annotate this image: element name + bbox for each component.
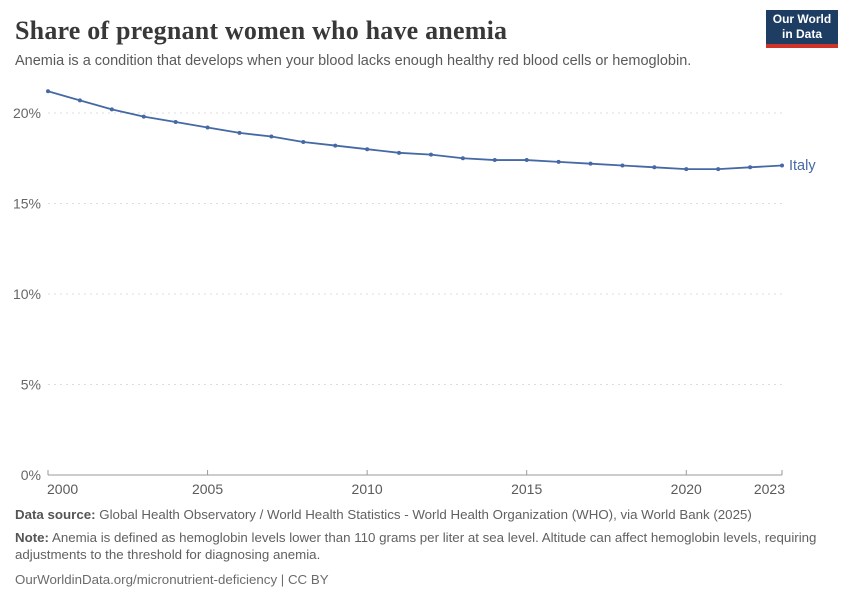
owid-logo-line1: Our World [772, 12, 832, 26]
chart-subtitle: Anemia is a condition that develops when… [15, 53, 692, 69]
svg-text:2005: 2005 [192, 481, 223, 497]
svg-text:5%: 5% [21, 377, 41, 393]
chart-header: Share of pregnant women who have anemia … [0, 0, 850, 69]
svg-text:2020: 2020 [671, 481, 702, 497]
chart-title: Share of pregnant women who have anemia [15, 16, 508, 45]
svg-text:2023: 2023 [754, 481, 785, 497]
svg-text:2010: 2010 [352, 481, 383, 497]
svg-text:2015: 2015 [511, 481, 542, 497]
svg-text:0%: 0% [21, 467, 41, 483]
chart-area: 0% 5% 10% 15% 20% 2000 2005 2010 2015 2020 2023 Ita… [0, 80, 850, 505]
data-source-line: Data source: Global Health Observatory /… [15, 506, 835, 524]
svg-text:Italy: Italy [789, 158, 816, 174]
data-source-label: Data source: [15, 507, 96, 522]
line-chart: 0% 5% 10% 15% 20% 2000 2005 2010 2015 2020 2023 Ita… [13, 89, 816, 497]
svg-text:10%: 10% [13, 286, 41, 302]
citation-link[interactable]: OurWorldinData.org/micronutrient-deficie… [15, 571, 329, 587]
owid-logo-line2: in Data [781, 27, 822, 41]
svg-text:20%: 20% [13, 105, 41, 121]
note-text: Anemia is defined as hemoglobin levels l… [15, 529, 817, 563]
data-source-text: Global Health Observatory / World Health… [95, 507, 752, 522]
note-label: Note: [15, 529, 49, 545]
svg-text:15%: 15% [13, 196, 41, 212]
owid-logo[interactable]: Our World in Data [766, 10, 838, 48]
svg-text:2000: 2000 [47, 481, 78, 497]
note-line: Note: Anemia is defined as hemoglobin le… [15, 529, 835, 564]
chart-footer: Data source: Global Health Observatory /… [15, 506, 835, 593]
